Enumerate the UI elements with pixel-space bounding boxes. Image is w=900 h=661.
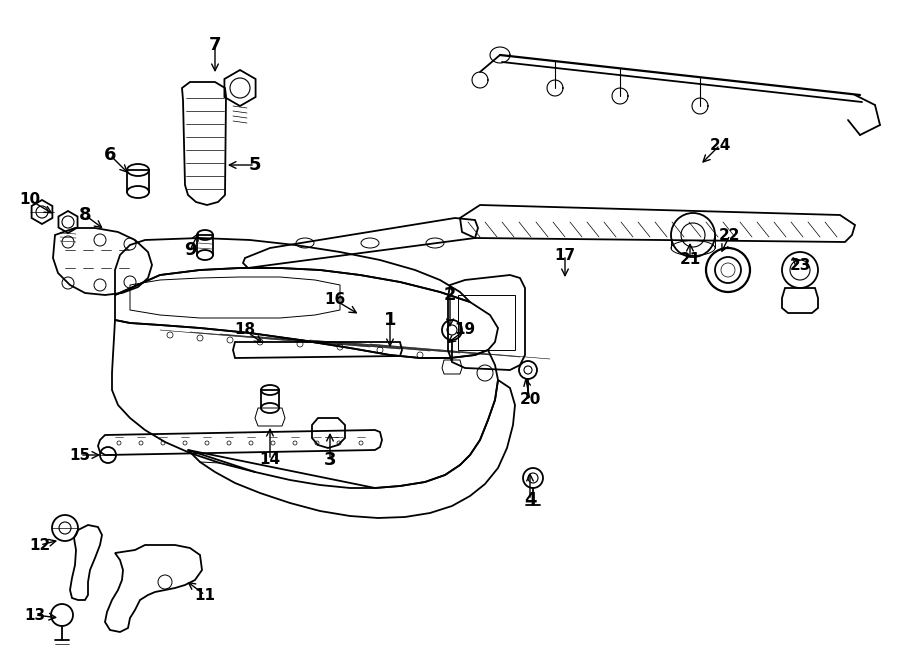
Text: 16: 16 (324, 293, 346, 307)
Text: 3: 3 (324, 451, 337, 469)
Text: 24: 24 (709, 137, 731, 153)
Text: 7: 7 (209, 36, 221, 54)
Text: 22: 22 (719, 227, 741, 243)
Text: 12: 12 (30, 537, 50, 553)
Text: 17: 17 (554, 247, 576, 262)
Text: 2: 2 (444, 286, 456, 304)
Bar (458, 295, 515, 350)
Text: 1: 1 (383, 311, 396, 329)
Text: 5: 5 (248, 156, 261, 174)
Text: 8: 8 (78, 206, 91, 224)
Text: 20: 20 (519, 393, 541, 407)
Text: 9: 9 (184, 241, 196, 259)
Text: 6: 6 (104, 146, 116, 164)
Text: 15: 15 (69, 447, 91, 463)
Text: 19: 19 (454, 323, 475, 338)
Text: 14: 14 (259, 453, 281, 467)
Text: 21: 21 (680, 253, 700, 268)
Text: 18: 18 (234, 323, 256, 338)
Text: 11: 11 (194, 588, 215, 602)
Text: 13: 13 (24, 607, 46, 623)
Text: 23: 23 (789, 258, 811, 272)
Text: 4: 4 (524, 491, 536, 509)
Text: 10: 10 (20, 192, 40, 208)
